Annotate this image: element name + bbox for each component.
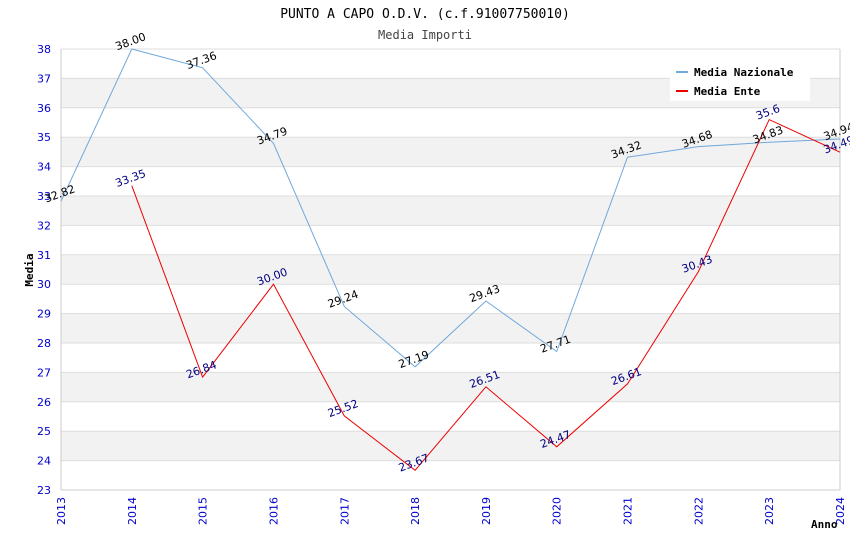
x-tick-label: 2020 [551,497,564,525]
y-tick-label: 27 [37,366,51,379]
y-tick-label: 23 [37,484,51,497]
x-tick-label: 2014 [126,497,139,525]
y-tick-label: 31 [37,249,51,262]
y-tick-label: 38 [37,43,51,56]
data-label: 38.00 [114,30,148,53]
x-tick-label: 2016 [267,497,280,525]
grid-band [61,372,840,402]
x-tick-label: 2022 [692,497,705,525]
y-tick-label: 36 [37,102,51,115]
x-tick-label: 2018 [409,497,422,525]
chart-subtitle: Media Importi [378,28,472,42]
data-label: 27.19 [397,348,431,371]
y-tick-label: 28 [37,337,51,350]
grid-band [61,196,840,226]
legend: Media Nazionale Media Ente [670,60,810,101]
x-tick-label: 2013 [55,497,68,525]
y-tick-label: 24 [37,455,51,468]
y-tick-label: 26 [37,396,51,409]
y-tick-label: 33 [37,190,51,203]
x-tick-label: 2024 [834,497,847,525]
x-tick-label: 2017 [338,497,351,525]
data-label: 33.35 [114,167,148,190]
y-axis-label: Media [23,253,36,286]
x-tick-label: 2023 [763,497,776,525]
gridlines [60,48,841,491]
x-tick-label: 2019 [480,497,493,525]
x-axis-label: Anno [811,518,838,531]
y-tick-label: 37 [37,72,51,85]
legend-box [670,60,810,101]
grid-band [61,313,840,343]
y-tick-label: 35 [37,131,51,144]
y-tick-label: 29 [37,308,51,321]
x-axis-ticks: 2013 2014 2015 2016 2017 2018 2019 2020 2021 2022… [55,497,847,525]
grid-bands [61,78,840,461]
grid-band [61,137,840,167]
y-tick-label: 25 [37,425,51,438]
legend-label: Media Nazionale [694,66,794,79]
grid-band [61,431,840,461]
series-lines [60,48,841,471]
y-axis-ticks: 23 24 25 26 27 28 29 30 31 32 33 34 35 36 37 38 [37,43,51,497]
y-tick-label: 34 [37,161,51,174]
chart-title: PUNTO A CAPO O.D.V. (c.f.91007750010) [280,7,570,22]
y-tick-label: 30 [37,278,51,291]
series-line-1 [60,48,841,368]
data-label: 29.24 [326,288,360,311]
data-label: 37.36 [184,49,218,72]
grid-band [61,254,840,285]
legend-label: Media Ente [694,85,761,98]
x-tick-label: 2021 [622,497,635,525]
series-line-2 [131,118,841,471]
y-tick-label: 32 [37,219,51,232]
x-tick-label: 2015 [197,497,210,525]
